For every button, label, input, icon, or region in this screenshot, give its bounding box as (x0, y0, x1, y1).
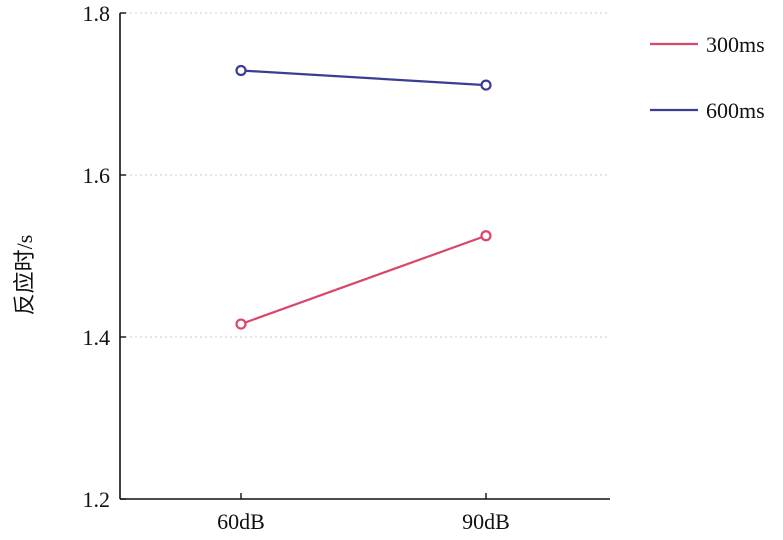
data-point-600ms (480, 79, 492, 91)
legend: 300ms 600ms (650, 32, 765, 123)
series (235, 64, 492, 330)
series-line-300ms (240, 234, 487, 326)
y-axis-label: 反应时/s (12, 235, 37, 316)
axes (119, 13, 610, 500)
series-line-600ms (240, 69, 487, 87)
y-tick-label: 1.2 (83, 487, 111, 512)
gridlines (120, 12, 610, 338)
x-tick-label: 90dB (462, 509, 510, 534)
y-tick-label: 1.8 (83, 1, 111, 26)
data-point-600ms (235, 64, 247, 77)
legend-label: 300ms (706, 32, 765, 57)
x-tick-label: 60dB (217, 509, 265, 534)
data-point-300ms (480, 230, 492, 242)
legend-label: 600ms (706, 98, 765, 123)
y-ticks: 1.2 1.4 1.6 1.8 (83, 1, 126, 512)
data-point-300ms (235, 318, 247, 330)
x-ticks: 60dB 90dB (217, 493, 510, 534)
y-tick-label: 1.6 (83, 163, 111, 188)
y-tick-label: 1.4 (83, 325, 111, 350)
